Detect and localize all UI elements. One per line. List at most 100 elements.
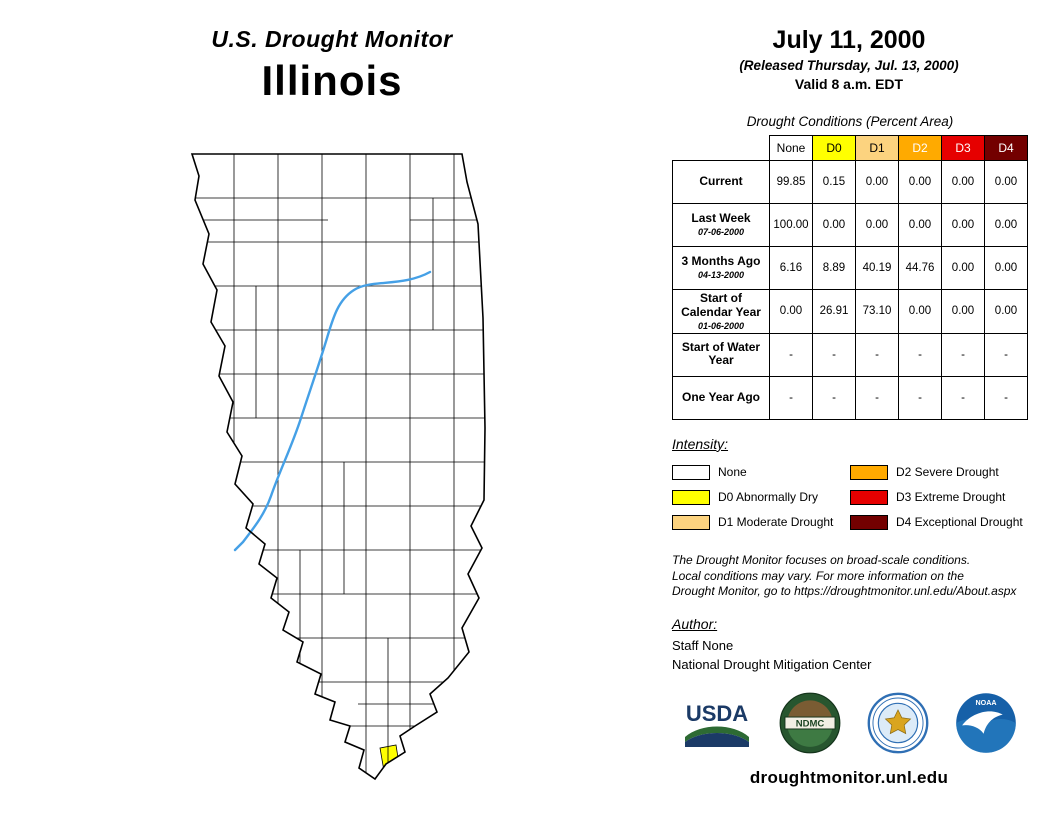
- cell-value: -: [898, 332, 942, 377]
- cell-value: 0.00: [941, 289, 985, 334]
- table-body: Current 99.85 0.15 0.00 0.00 0.00 0.00 L…: [672, 160, 1028, 420]
- table-row-current: Current 99.85 0.15 0.00 0.00 0.00 0.00: [672, 160, 1028, 204]
- commerce-mid-ring: [872, 697, 924, 749]
- state-fill: [192, 154, 485, 779]
- usda-base-shape: [685, 733, 749, 748]
- legend-item-d4: D4 Exceptional Drought: [850, 514, 1042, 530]
- cell-value: -: [941, 375, 985, 420]
- cell-value: -: [769, 332, 813, 377]
- table-row-one-year-ago: One Year Ago - - - - - -: [672, 375, 1028, 420]
- row-label-one-year-ago: One Year Ago: [672, 375, 770, 420]
- row-label-last-week: Last Week 07-06-2000: [672, 203, 770, 247]
- ndmc-logo-icon: NDMC: [779, 693, 841, 754]
- disclaimer-line: Local conditions may vary. For more info…: [672, 568, 964, 583]
- cell-value: -: [941, 332, 985, 377]
- released-date: (Released Thursday, Jul. 13, 2000): [739, 58, 959, 73]
- table-header: None D0 D1 D2 D3 D4: [672, 135, 1028, 161]
- legend-item-d0: D0 Abnormally Dry: [672, 489, 850, 505]
- cell-value: 0.00: [855, 160, 899, 204]
- cell-value: 0.00: [855, 203, 899, 247]
- cell-value: -: [984, 332, 1028, 377]
- legend-swatch-none: [672, 464, 710, 480]
- col-header-d0: D0: [812, 135, 856, 161]
- cell-value: -: [812, 332, 856, 377]
- illinois-map: [191, 153, 486, 780]
- legend-swatch-d0: [672, 489, 710, 505]
- table-row-3-months-ago: 3 Months Ago 04-13-2000 6.16 8.89 40.19 …: [672, 246, 1028, 290]
- table-title: Drought Conditions (Percent Area): [746, 114, 954, 129]
- disclaimer-line: The Drought Monitor focuses on broad-sca…: [672, 552, 971, 567]
- commerce-seal-icon: [867, 693, 929, 754]
- noaa-logo-text: NOAA: [975, 700, 996, 708]
- cell-value: 0.15: [812, 160, 856, 204]
- legend-swatch-d3: [850, 489, 888, 505]
- cell-value: 0.00: [941, 246, 985, 290]
- noaa-logo-icon: NOAA: [956, 693, 1016, 754]
- legend-label: D4 Exceptional Drought: [896, 515, 1023, 530]
- commerce-emblem: [884, 709, 912, 735]
- report-date: July 11, 2000: [772, 26, 926, 54]
- col-header-d1: D1: [855, 135, 899, 161]
- legend-title: Intensity:: [672, 435, 729, 452]
- row-label-text: Start of Calendar Year: [681, 291, 761, 319]
- cell-value: 0.00: [984, 289, 1028, 334]
- noaa-sea-shape: [956, 719, 1016, 754]
- legend-swatch-d1: [672, 514, 710, 530]
- cell-value: -: [855, 332, 899, 377]
- legend-item-d2: D2 Severe Drought: [850, 464, 1042, 480]
- cell-value: 0.00: [984, 246, 1028, 290]
- cell-value: 99.85: [769, 160, 813, 204]
- right-column: July 11, 2000 (Released Thursday, Jul. 1…: [656, 26, 1042, 788]
- legend-swatch-d4: [850, 514, 888, 530]
- row-label-current: Current: [672, 160, 770, 204]
- usda-swoosh-shape: [685, 726, 749, 743]
- col-header-none: None: [769, 135, 813, 161]
- intensity-legend: None D0 Abnormally Dry D1 Moderate Droug…: [672, 460, 1042, 535]
- legend-item-d3: D3 Extreme Drought: [850, 489, 1042, 505]
- col-header-d4: D4: [984, 135, 1028, 161]
- cell-value: -: [855, 375, 899, 420]
- map-container: [128, 138, 564, 804]
- table-row-start-water-year: Start of Water Year - - - - - -: [672, 332, 1028, 377]
- cell-value: 73.10: [855, 289, 899, 334]
- row-label-text: Last Week: [691, 211, 751, 226]
- noaa-gull-shape: [962, 711, 1003, 735]
- agency-logos: USDA NDMC NOAA: [656, 692, 1042, 754]
- ndmc-logo-text: NDMC: [796, 719, 825, 730]
- row-label-text: One Year Ago: [681, 389, 761, 404]
- title-block: U.S. Drought Monitor Illinois: [0, 26, 664, 105]
- usda-logo-text: USDA: [686, 701, 748, 726]
- drought-conditions-table: None D0 D1 D2 D3 D4 Current 99.85 0.15 0…: [672, 135, 1028, 420]
- cell-value: -: [769, 375, 813, 420]
- legend-label: D2 Severe Drought: [896, 465, 999, 480]
- legend-label: D1 Moderate Drought: [718, 515, 834, 530]
- ndmc-field-shape: [787, 724, 833, 748]
- row-label-text: Current: [699, 173, 743, 188]
- legend-label: D3 Extreme Drought: [896, 490, 1006, 505]
- cell-value: -: [898, 375, 942, 420]
- disclaimer-line: Drought Monitor, go to https://droughtmo…: [672, 584, 1017, 599]
- col-header-d2: D2: [898, 135, 942, 161]
- cell-value: 26.91: [812, 289, 856, 334]
- region-name: Illinois: [261, 57, 403, 104]
- row-label-text: Start of Water Year: [681, 339, 761, 368]
- ndmc-banner: [784, 716, 836, 730]
- col-header-d3: D3: [941, 135, 985, 161]
- cell-value: 40.19: [855, 246, 899, 290]
- row-label-start-calendar-year: Start of Calendar Year 01-06-2000: [672, 289, 770, 334]
- legend-swatch-d2: [850, 464, 888, 480]
- cell-value: -: [984, 375, 1028, 420]
- cell-value: 0.00: [941, 203, 985, 247]
- legend-item-d1: D1 Moderate Drought: [672, 514, 850, 530]
- illinois-river: [233, 270, 432, 552]
- row-label-text: 3 Months Ago: [681, 254, 761, 269]
- cell-value: 6.16: [769, 246, 813, 290]
- table-corner-cell: [672, 135, 770, 161]
- author-name: Staff None: [672, 637, 734, 653]
- cell-value: 44.76: [898, 246, 942, 290]
- cell-value: 0.00: [769, 289, 813, 334]
- author-title: Author:: [672, 615, 718, 632]
- left-column: U.S. Drought Monitor Illinois: [0, 0, 664, 105]
- cell-value: 0.00: [812, 203, 856, 247]
